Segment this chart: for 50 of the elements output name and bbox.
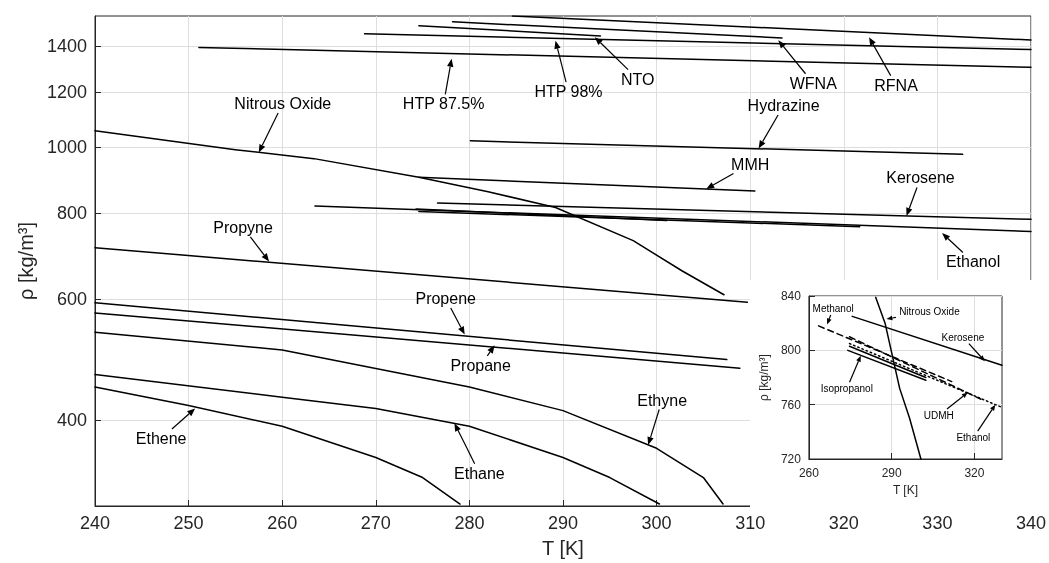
annotation: MMH bbox=[731, 155, 770, 173]
annotation: WFNA bbox=[789, 74, 838, 92]
annotation: Hydrazine bbox=[747, 97, 820, 115]
x-axis-title: T [K] bbox=[892, 482, 919, 497]
x-tick-label: 280 bbox=[454, 513, 485, 533]
y-tick-label: 1000 bbox=[46, 136, 87, 157]
annotation: Ethene bbox=[135, 429, 187, 447]
x-tick-label: 270 bbox=[360, 513, 391, 533]
y-tick-label: 400 bbox=[56, 410, 87, 431]
y-tick-label: 800 bbox=[780, 343, 802, 358]
annotation: Kerosene bbox=[941, 331, 985, 343]
annotation: Ethanol bbox=[956, 432, 991, 444]
x-tick-label: 290 bbox=[881, 466, 902, 480]
y-tick-label: 1400 bbox=[46, 36, 87, 57]
annotation: Methanol bbox=[812, 303, 854, 315]
annotation: Isopropanol bbox=[820, 383, 873, 395]
y-axis-title: ρ [kg/m³] bbox=[15, 221, 38, 301]
y-tick-label: 600 bbox=[56, 289, 87, 310]
annotation: NTO bbox=[621, 70, 655, 88]
x-tick-label: 260 bbox=[267, 513, 298, 533]
annotation: Nitrous Oxide bbox=[899, 305, 961, 317]
x-tick-label: 330 bbox=[922, 513, 953, 533]
x-tick-label: 250 bbox=[173, 513, 204, 533]
y-tick-label: 760 bbox=[780, 397, 802, 412]
x-tick-label: 320 bbox=[964, 466, 985, 480]
annotation: UDMH bbox=[923, 409, 954, 421]
x-axis-title: T [K] bbox=[542, 537, 584, 559]
x-tick-label: 290 bbox=[547, 513, 579, 533]
annotation: Ethanol bbox=[945, 253, 1001, 271]
annotation: Ethane bbox=[454, 464, 505, 482]
x-tick-label: 340 bbox=[1015, 513, 1047, 533]
x-tick-label: 320 bbox=[828, 513, 859, 533]
annotation: Ethyne bbox=[637, 391, 688, 409]
annotation: RFNA bbox=[874, 76, 919, 94]
annotation: HTP 87.5% bbox=[402, 95, 485, 113]
x-tick-label: 240 bbox=[79, 513, 111, 533]
annotation: Kerosene bbox=[886, 169, 955, 187]
y-tick-label: 720 bbox=[780, 452, 802, 466]
y-axis-title: ρ [kg/m³] bbox=[757, 354, 771, 401]
x-tick-label: 310 bbox=[735, 513, 766, 533]
annotation: Propene bbox=[415, 290, 477, 308]
annotation: Nitrous Oxide bbox=[234, 94, 332, 112]
annotation: Propyne bbox=[213, 218, 273, 236]
x-tick-label: 260 bbox=[798, 466, 820, 480]
y-tick-label: 800 bbox=[56, 203, 87, 224]
y-tick-label: 1200 bbox=[46, 82, 87, 103]
y-tick-label: 840 bbox=[780, 289, 802, 303]
x-tick-label: 300 bbox=[641, 513, 672, 533]
annotation: Propane bbox=[450, 356, 512, 374]
annotation: HTP 98% bbox=[534, 83, 603, 101]
